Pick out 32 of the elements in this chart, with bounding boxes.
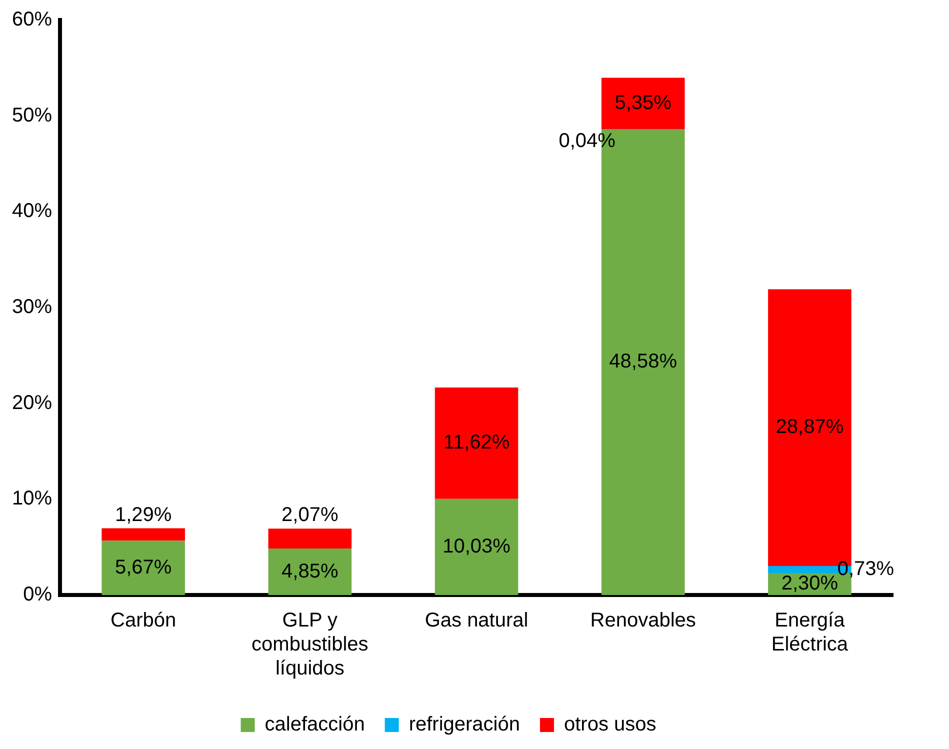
legend-label: refrigeración [408,714,520,736]
legend-label: calefacción [264,714,365,736]
x-tick-label: GLP y combustibles líquidos [252,610,368,680]
bar [268,548,352,595]
data-label: 10,03% [442,535,511,558]
y-tick-label: 0% [23,584,52,606]
data-label: 2,30% [781,572,838,594]
data-label: 11,62% [443,432,510,454]
bar [102,540,185,595]
data-label: 4,85% [282,560,338,582]
bar [434,388,518,499]
data-label: 28,87% [776,416,844,438]
x-tick-label: Carbón [110,610,176,632]
y-tick-label: 10% [12,488,52,510]
bar [268,528,352,549]
bar [434,498,518,595]
data-label: 1,29% [114,504,172,526]
data-label: 48,58% [609,350,678,373]
y-tick-label: 60% [12,8,52,31]
data-label: 5,35% [614,92,672,114]
legend-label: otros usos [564,714,656,736]
y-tick-label: 50% [12,104,52,126]
data-label: 2,07% [282,504,338,526]
y-tick-label: 30% [12,296,52,318]
x-tick-label: Energía Eléctrica [771,610,849,656]
y-tick-label: 40% [12,200,52,222]
data-label: 5,67% [114,556,172,578]
y-tick-label: 20% [12,392,52,414]
bar [102,528,185,541]
x-tick-label: Renovables [590,610,696,632]
bar [601,78,685,130]
x-tick-label: Gas natural [424,610,528,632]
